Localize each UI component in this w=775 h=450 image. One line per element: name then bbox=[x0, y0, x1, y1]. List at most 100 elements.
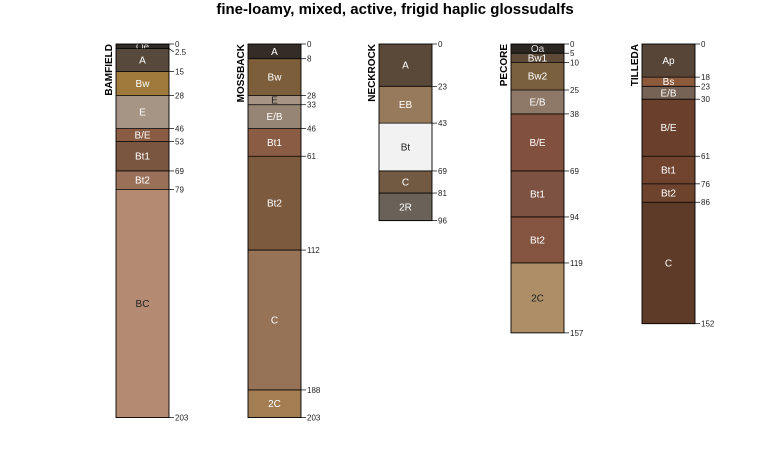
horizon-e-b bbox=[248, 104, 301, 129]
horizon-bt1 bbox=[116, 141, 169, 171]
horizon-label: Bw bbox=[136, 79, 151, 90]
horizon-label: Bw2 bbox=[528, 72, 548, 83]
horizon-label: C bbox=[402, 178, 409, 189]
depth-label: 76 bbox=[701, 180, 710, 189]
depth-label: 46 bbox=[175, 125, 184, 134]
horizon-label: Oe bbox=[136, 42, 150, 53]
horizon-e bbox=[248, 95, 301, 105]
horizon-label: Ap bbox=[662, 56, 675, 67]
profile-name: MOSSBACK bbox=[236, 43, 247, 102]
depth-label: 0 bbox=[438, 40, 443, 49]
horizon-bw bbox=[248, 58, 301, 96]
depth-label: 203 bbox=[307, 414, 321, 423]
profile-outline bbox=[115, 43, 170, 418]
horizon-b-e bbox=[642, 99, 695, 157]
profile-outline bbox=[378, 43, 433, 222]
profile-neckrock: A EB Bt C 2R 0 23 43 69 81 96 NECKROCK bbox=[367, 40, 447, 226]
depth-label: 152 bbox=[701, 320, 715, 329]
horizon-label: Bt1 bbox=[661, 166, 676, 177]
horizon-label: Bw1 bbox=[528, 53, 548, 64]
horizon-label: E/B bbox=[266, 112, 282, 123]
depth-label: 79 bbox=[175, 185, 184, 194]
horizon-a bbox=[379, 44, 432, 87]
horizon-label: EB bbox=[399, 100, 413, 111]
horizon-label: Bt2 bbox=[661, 189, 676, 200]
horizon-e-b bbox=[511, 90, 564, 114]
depth-label: 0 bbox=[175, 40, 180, 49]
horizon-a bbox=[116, 48, 169, 72]
horizon-label: Bt bbox=[401, 143, 411, 154]
horizon-2c bbox=[248, 389, 301, 418]
horizon-bt bbox=[379, 123, 432, 171]
horizon-2r bbox=[379, 193, 432, 221]
horizon-bt2 bbox=[642, 183, 695, 203]
horizon-bw1 bbox=[511, 53, 564, 63]
horizon-label: Oa bbox=[531, 44, 545, 55]
horizon-label: 2C bbox=[531, 293, 544, 304]
depth-label: 0 bbox=[701, 40, 706, 49]
horizon-label: A bbox=[402, 61, 409, 72]
depth-label: 157 bbox=[570, 329, 584, 338]
horizon-label: A bbox=[139, 56, 146, 67]
depth-label: 203 bbox=[175, 414, 189, 423]
depth-label: 81 bbox=[438, 189, 447, 198]
depth-label: 8 bbox=[307, 55, 312, 64]
horizon-label: E/B bbox=[529, 97, 545, 108]
depth-label: 25 bbox=[570, 86, 579, 95]
depth-label: 86 bbox=[701, 198, 710, 207]
horizon-label: E bbox=[139, 108, 146, 119]
profile-outline bbox=[510, 43, 565, 334]
horizon-label: Bt1 bbox=[135, 152, 150, 163]
horizon-e-b bbox=[642, 86, 695, 100]
horizon-label: Bt2 bbox=[530, 235, 545, 246]
horizon-label: Bt2 bbox=[135, 176, 150, 187]
horizon-ap bbox=[642, 44, 695, 78]
horizon-b-e bbox=[511, 113, 564, 171]
depth-label: 33 bbox=[307, 101, 316, 110]
horizon-label: Bs bbox=[663, 77, 675, 88]
horizon-oe bbox=[116, 44, 169, 49]
horizon-label: 2C bbox=[268, 399, 281, 410]
horizon-label: Bt1 bbox=[267, 138, 282, 149]
horizon-b-e bbox=[116, 128, 169, 142]
depth-label: 94 bbox=[570, 213, 579, 222]
horizon-bw bbox=[116, 71, 169, 96]
depth-label: 112 bbox=[307, 246, 320, 255]
depth-label: 28 bbox=[175, 92, 184, 101]
horizon-c bbox=[642, 202, 695, 324]
depth-label: 188 bbox=[307, 386, 321, 395]
profile-name: NECKROCK bbox=[367, 43, 378, 102]
horizon-label: C bbox=[665, 258, 672, 269]
horizon-bw2 bbox=[511, 62, 564, 90]
depth-label: 10 bbox=[570, 58, 579, 67]
horizon-label: B/E bbox=[660, 123, 676, 134]
horizon-bc bbox=[116, 189, 169, 418]
depth-label: 5 bbox=[570, 49, 575, 58]
horizon-label: C bbox=[271, 316, 278, 327]
depth-label: 0 bbox=[307, 40, 312, 49]
horizon-label: Bt2 bbox=[267, 199, 282, 210]
horizon-oa bbox=[511, 44, 564, 54]
horizon-label: E/B bbox=[660, 88, 676, 99]
horizon-bt2 bbox=[248, 156, 301, 251]
profile-name: BAMFIELD bbox=[104, 44, 115, 96]
depth-label: 69 bbox=[438, 167, 447, 176]
horizon-bt1 bbox=[511, 170, 564, 217]
depth-label: 96 bbox=[438, 217, 447, 226]
depth-label: 61 bbox=[307, 152, 316, 161]
profile-outline bbox=[247, 43, 302, 418]
depth-label: 69 bbox=[175, 167, 184, 176]
depth-tick bbox=[168, 48, 175, 53]
depth-label: 46 bbox=[307, 125, 316, 134]
horizon-e bbox=[116, 95, 169, 129]
depth-label: 23 bbox=[701, 82, 710, 91]
horizon-c bbox=[379, 170, 432, 194]
horizon-c bbox=[248, 250, 301, 390]
horizon-label: BC bbox=[136, 299, 150, 310]
horizon-label: 2R bbox=[399, 202, 412, 213]
depth-label: 38 bbox=[570, 110, 579, 119]
page-title: fine-loamy, mixed, active, frigid haplic… bbox=[216, 1, 574, 18]
